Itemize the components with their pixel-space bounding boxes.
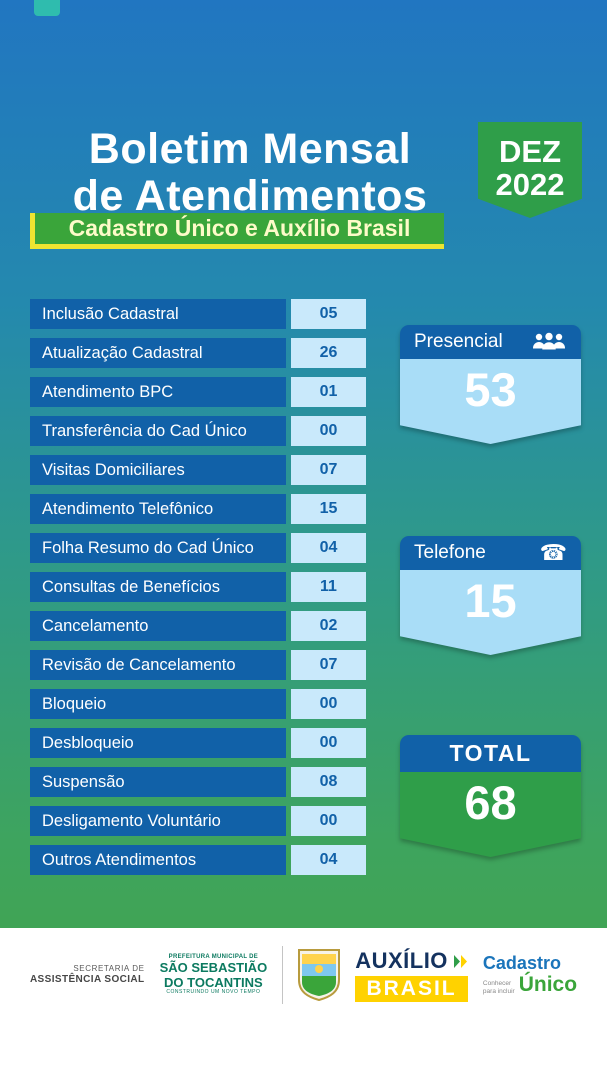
service-label: Bloqueio: [30, 689, 286, 719]
service-label: Folha Resumo do Cad Único: [30, 533, 286, 563]
cadastro-unico-logo: Cadastro Conhecer para incluir Único: [483, 954, 577, 996]
services-list: Inclusão Cadastral 05 Atualização Cadast…: [30, 299, 366, 884]
service-label: Atendimento BPC: [30, 377, 286, 407]
service-value: 02: [291, 611, 366, 641]
service-label: Atendimento Telefônico: [30, 494, 286, 524]
period-badge: DEZ 2022: [478, 122, 582, 218]
total-card: TOTAL 68: [400, 735, 581, 857]
page-title: Boletim Mensal de Atendimentos: [0, 126, 500, 220]
telefone-card: Telefone ☎ 15: [400, 536, 581, 655]
service-value: 00: [291, 689, 366, 719]
footer: SECRETARIA DE ASSISTÊNCIA SOCIAL PREFEIT…: [0, 928, 607, 1080]
service-label: Desligamento Voluntário: [30, 806, 286, 836]
total-card-header: TOTAL: [400, 735, 581, 772]
service-row: Suspensão 08: [30, 767, 366, 797]
period-year: 2022: [495, 167, 565, 202]
service-row: Desligamento Voluntário 00: [30, 806, 366, 836]
phone-icon: ☎: [539, 540, 567, 565]
service-label: Visitas Domiciliares: [30, 455, 286, 485]
telefone-card-label: Telefone: [414, 542, 486, 563]
service-label: Transferência do Cad Único: [30, 416, 286, 446]
brasil-word: BRASIL: [355, 976, 468, 1002]
service-row: Cancelamento 02: [30, 611, 366, 641]
period-month: DEZ: [499, 134, 561, 169]
presencial-card-header: Presencial: [400, 325, 581, 359]
service-label: Revisão de Cancelamento: [30, 650, 286, 680]
prefeitura-line4: CONSTRUINDO UM NOVO TEMPO: [166, 989, 261, 996]
service-value: 04: [291, 533, 366, 563]
service-label: Cancelamento: [30, 611, 286, 641]
auxilio-arrow-icon: [453, 954, 468, 969]
footer-logos: SECRETARIA DE ASSISTÊNCIA SOCIAL PREFEIT…: [0, 928, 607, 1004]
service-value: 00: [291, 416, 366, 446]
presencial-value: 53: [400, 359, 581, 444]
service-value: 05: [291, 299, 366, 329]
service-label: Consultas de Benefícios: [30, 572, 286, 602]
service-value: 26: [291, 338, 366, 368]
service-row: Desbloqueio 00: [30, 728, 366, 758]
service-row: Inclusão Cadastral 05: [30, 299, 366, 329]
service-value: 04: [291, 845, 366, 875]
presencial-card: Presencial 53: [400, 325, 581, 444]
service-label: Outros Atendimentos: [30, 845, 286, 875]
auxilio-word: AUXÍLIO: [355, 948, 448, 973]
service-value: 11: [291, 572, 366, 602]
page-title-line1: Boletim Mensal: [88, 125, 412, 173]
service-label: Atualização Cadastral: [30, 338, 286, 368]
secretaria-line2: ASSISTÊNCIA SOCIAL: [29, 973, 145, 985]
telefone-card-header: Telefone ☎: [400, 536, 581, 570]
service-value: 07: [291, 650, 366, 680]
service-value: 15: [291, 494, 366, 524]
service-row: Revisão de Cancelamento 07: [30, 650, 366, 680]
service-row: Atendimento Telefônico 15: [30, 494, 366, 524]
prefeitura-logo: PREFEITURA MUNICIPAL DE SÃO SEBASTIÃO DO…: [160, 954, 268, 995]
total-value: 68: [400, 772, 581, 857]
unico-word: Único: [518, 972, 578, 996]
prefeitura-line2: SÃO SEBASTIÃO: [159, 960, 268, 976]
service-row: Bloqueio 00: [30, 689, 366, 719]
service-row: Folha Resumo do Cad Único 04: [30, 533, 366, 563]
service-label: Desbloqueio: [30, 728, 286, 758]
service-label: Suspensão: [30, 767, 286, 797]
people-icon: [531, 331, 567, 353]
prefeitura-line3: DO TOCANTINS: [164, 974, 263, 990]
service-value: 08: [291, 767, 366, 797]
service-value: 00: [291, 728, 366, 758]
coat-of-arms-icon: [298, 949, 341, 1001]
service-row: Outros Atendimentos 04: [30, 845, 366, 875]
service-value: 07: [291, 455, 366, 485]
service-row: Visitas Domiciliares 07: [30, 455, 366, 485]
secretaria-logo: SECRETARIA DE ASSISTÊNCIA SOCIAL: [30, 964, 145, 987]
presencial-card-label: Presencial: [414, 331, 503, 352]
secretaria-line1: SECRETARIA DE: [73, 963, 145, 973]
subtitle-banner: Cadastro Único e Auxílio Brasil: [30, 213, 444, 249]
total-card-label: TOTAL: [449, 740, 532, 766]
prefeitura-line1: PREFEITURA MUNICIPAL DE: [168, 954, 259, 961]
footer-divider: [282, 946, 284, 1004]
service-row: Transferência do Cad Único 00: [30, 416, 366, 446]
corner-decoration: [34, 0, 60, 16]
service-row: Consultas de Benefícios 11: [30, 572, 366, 602]
service-value: 00: [291, 806, 366, 836]
auxilio-brasil-logo: AUXÍLIO BRASIL: [355, 948, 468, 1002]
cadunico-tagline: Conhecer para incluir: [482, 979, 515, 995]
service-row: Atendimento BPC 01: [30, 377, 366, 407]
telefone-value: 15: [400, 570, 581, 655]
page-title-line2: de Atendimentos: [72, 172, 428, 220]
service-value: 01: [291, 377, 366, 407]
service-row: Atualização Cadastral 26: [30, 338, 366, 368]
service-label: Inclusão Cadastral: [30, 299, 286, 329]
cadastro-word: Cadastro: [482, 953, 561, 974]
